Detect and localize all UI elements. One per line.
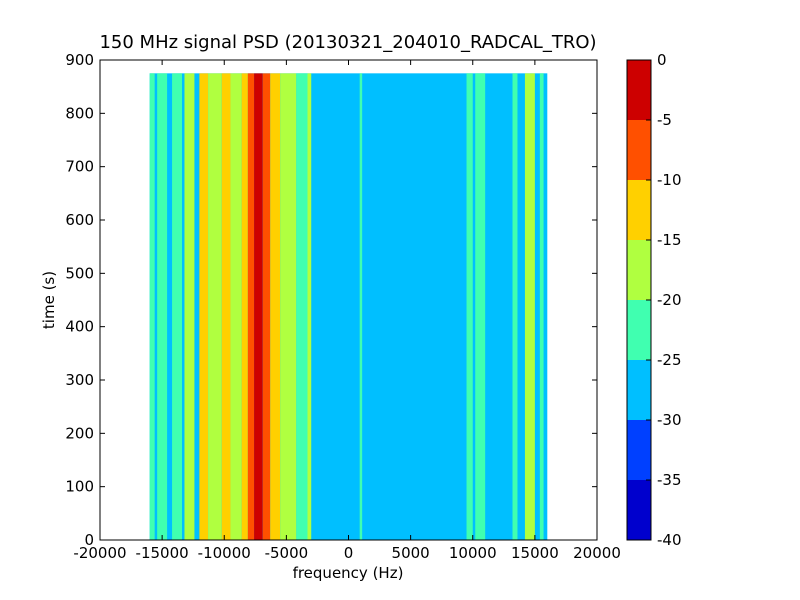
- x-tick-label: 20000: [573, 544, 621, 562]
- colorbar-segment: [627, 240, 651, 300]
- x-tick-label: -20000: [73, 544, 126, 562]
- heatmap-band: [157, 73, 168, 540]
- x-tick-label: 5000: [392, 544, 430, 562]
- x-tick-label: 15000: [511, 544, 559, 562]
- heatmap-band: [221, 73, 231, 540]
- y-axis: 0 100 200 300 400 500 600 700 800 900: [65, 51, 597, 549]
- colorbar-segment: [627, 420, 651, 480]
- x-tick-label: -10000: [198, 544, 251, 562]
- colorbar-segment: [627, 480, 651, 540]
- y-tick-label: 700: [65, 158, 94, 176]
- y-tick-label: 300: [65, 371, 94, 389]
- y-tick-label: 400: [65, 318, 94, 336]
- heatmap-band: [475, 73, 486, 540]
- heatmap-band: [254, 73, 263, 540]
- y-tick-label: 900: [65, 51, 94, 69]
- heatmap-band: [307, 73, 312, 540]
- y-tick-label: 600: [65, 211, 94, 229]
- x-tick-label: -5000: [265, 544, 309, 562]
- colorbar-tick-label: -40: [657, 531, 682, 549]
- heatmap-band: [524, 73, 535, 540]
- colorbar-tick-label: -15: [657, 231, 682, 249]
- colorbar-segment: [627, 180, 651, 240]
- x-tick-label: -15000: [136, 544, 189, 562]
- colorbar-segment: [627, 300, 651, 360]
- colorbar: -40 -35 -30 -25 -20 -15 -10 -5 0: [626, 51, 682, 549]
- colorbar-tick-label: -5: [657, 111, 672, 129]
- x-tick-label: 10000: [449, 544, 497, 562]
- colorbar-tick-label: -30: [657, 411, 682, 429]
- heatmap-band: [184, 73, 195, 540]
- heatmap-band: [199, 73, 209, 540]
- colorbar-segment: [627, 360, 651, 420]
- heatmap-layer: [149, 73, 548, 540]
- heatmap-band: [247, 73, 255, 540]
- heatmap-band: [280, 73, 297, 540]
- heatmap-band: [208, 73, 222, 540]
- x-tick-label: 0: [344, 544, 354, 562]
- colorbar-tick-label: -35: [657, 471, 682, 489]
- heatmap-band: [149, 73, 155, 540]
- heatmap-band: [296, 73, 308, 540]
- x-axis-label: frequency (Hz): [293, 564, 404, 582]
- y-tick-label: 500: [65, 264, 94, 282]
- heatmap-band: [172, 73, 183, 540]
- y-axis-label: time (s): [40, 271, 58, 329]
- heatmap-band: [241, 73, 248, 540]
- heatmap-band: [270, 73, 281, 540]
- colorbar-tick-label: 0: [657, 51, 667, 69]
- heatmap-band: [359, 73, 363, 540]
- heatmap-band: [466, 73, 473, 540]
- colorbar-tick-label: -25: [657, 351, 682, 369]
- y-tick-label: 800: [65, 104, 94, 122]
- y-tick-label: 0: [84, 531, 94, 549]
- heatmap-band: [539, 73, 544, 540]
- y-tick-label: 100: [65, 478, 94, 496]
- colorbar-tick-label: -20: [657, 291, 682, 309]
- heatmap-band: [262, 73, 271, 540]
- chart-title: 150 MHz signal PSD (20130321_204010_RADC…: [99, 32, 596, 53]
- y-tick-label: 200: [65, 424, 94, 442]
- colorbar-segment: [627, 120, 651, 180]
- colorbar-segment: [627, 60, 651, 120]
- heatmap-band: [230, 73, 242, 540]
- x-axis: -20000 -15000 -10000 -5000 0 5000 10000 15000 20…: [73, 60, 621, 562]
- heatmap-band: [512, 73, 518, 540]
- colorbar-tick-label: -10: [657, 171, 682, 189]
